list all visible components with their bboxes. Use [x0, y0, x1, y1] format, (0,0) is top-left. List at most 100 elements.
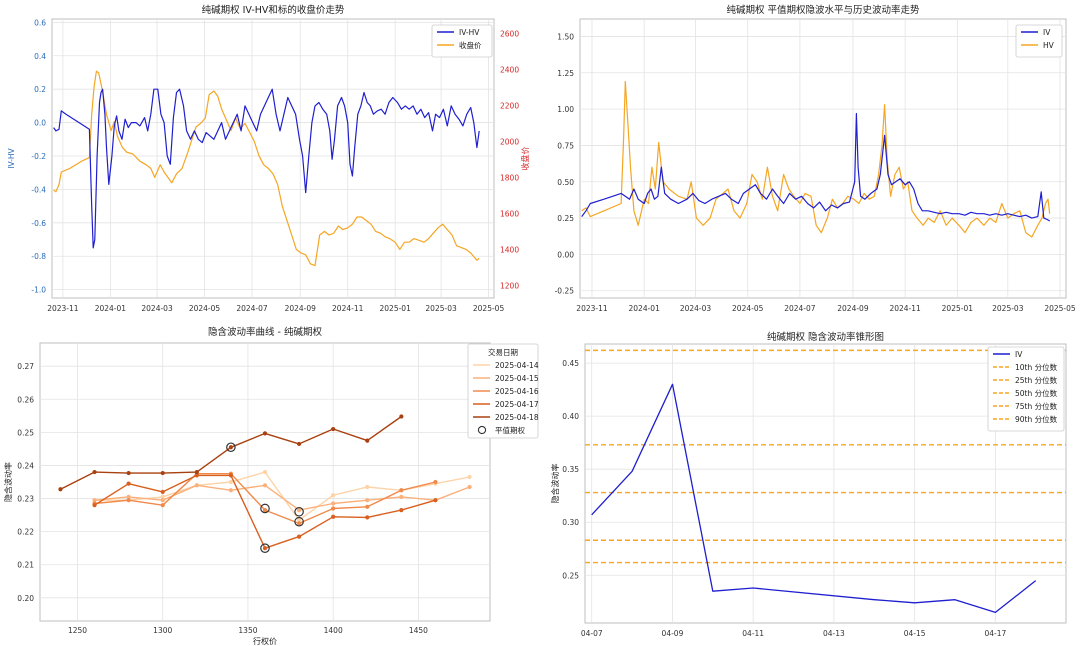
y2-axis-label: 收盘价 [520, 147, 530, 171]
x-tick-label: 2025-03 [425, 304, 457, 313]
y-tick-label: 0.40 [562, 412, 579, 421]
iv-point [365, 515, 370, 520]
iv-point [331, 514, 336, 519]
legend-label: 平值期权 [495, 425, 525, 435]
y-tick-label: 0.21 [17, 561, 34, 570]
y2-tick-label: 1400 [500, 245, 519, 254]
chart-title: 纯碱期权 隐含波动率锥形图 [767, 331, 884, 343]
legend-label: 75th 分位数 [1015, 401, 1058, 411]
atm-marker [294, 506, 304, 517]
y-tick-label: 0.22 [17, 528, 34, 537]
iv-point [160, 489, 165, 495]
iv-point [399, 488, 404, 493]
x-tick-label: 2024-01 [629, 304, 661, 313]
x-tick-label: 2024-03 [680, 304, 712, 313]
y-tick-label: 0.26 [17, 395, 34, 404]
legend-label: IV [1043, 28, 1051, 37]
x-tick-label: 04-13 [823, 629, 845, 638]
atm-marker [260, 543, 270, 553]
iv-point [365, 484, 370, 490]
chart-title: 隐含波动率曲线 - 纯碱期权 [208, 326, 322, 338]
legend-label: 2025-04-14 [495, 361, 539, 370]
iv-point [194, 469, 199, 475]
y-axis-label: IV-HV [7, 147, 16, 168]
x-tick-label: 1250 [68, 626, 87, 635]
iv-curve-line [94, 484, 470, 511]
y-tick-label: 0.4 [34, 52, 46, 61]
y-tick-label: 0.75 [557, 141, 574, 150]
iv-point [92, 469, 97, 475]
iv-point [467, 484, 472, 490]
y-tick-label: 0.00 [557, 250, 574, 259]
y-tick-label: -1.0 [31, 286, 46, 295]
iv-point [365, 438, 370, 443]
y2-tick-label: 2200 [500, 101, 519, 110]
iv-point [433, 479, 438, 485]
iv-point [194, 483, 199, 488]
x-tick-label: 1400 [324, 626, 343, 635]
x-tick-label: 2024-09 [837, 304, 869, 313]
y-tick-label: 0.25 [562, 571, 579, 580]
legend-label: 25th 分位数 [1015, 375, 1058, 385]
plot-area [39, 342, 491, 622]
iv-line [581, 112, 1051, 222]
y2-tick-label: 2600 [500, 29, 519, 38]
legend-label: 2025-04-15 [495, 374, 539, 383]
x-tick-label: 2025-05 [473, 304, 505, 313]
y-tick-label: 0.23 [17, 495, 34, 504]
plot-area [584, 343, 1067, 624]
x-tick-label: 2025-05 [1044, 304, 1076, 313]
legend-label: 2025-04-17 [495, 400, 539, 409]
legend-label: IV-HV [459, 28, 480, 37]
y-tick-label: 0.45 [562, 359, 579, 368]
hv-line [581, 80, 1051, 238]
x-tick-label: 04-11 [742, 629, 764, 638]
iv-point [296, 517, 302, 523]
iv-point [262, 469, 268, 475]
y2-tick-label: 2000 [500, 137, 519, 146]
y-tick-label: -0.2 [31, 152, 46, 161]
y-tick-label: 0.50 [557, 178, 574, 187]
iv-point [296, 521, 302, 526]
atm-marker [226, 442, 236, 453]
legend-label: HV [1043, 41, 1055, 50]
legend-label: IV [1015, 350, 1023, 359]
legend-title: 交易日期 [488, 347, 518, 357]
legend-label: 90th 分位数 [1015, 414, 1058, 424]
y-axis-label: 隐含波动率 [3, 462, 13, 502]
y-tick-label: 1.00 [557, 105, 574, 114]
y-tick-label: 0.20 [17, 594, 34, 603]
x-tick-label: 2023-11 [576, 304, 608, 313]
legend-label: 2025-04-18 [495, 413, 539, 422]
legend-box [467, 343, 539, 439]
atm-iv-hv-chart: 纯碱期权 平值期权隐波水平与历史波动率走势 2023-11 2024-01 2024-… [555, 4, 1076, 313]
iv-point [296, 534, 302, 539]
chart-title: 纯碱期权 IV-HV和标的收盘价走势 [202, 4, 345, 16]
x-tick-label: 2024-05 [189, 304, 221, 313]
iv-point [365, 504, 370, 509]
y2-tick-label: 2400 [500, 65, 519, 74]
iv-point [194, 473, 199, 478]
iv-point [331, 506, 336, 511]
y-tick-label: 0.6 [34, 18, 46, 27]
y-tick-label: 0.25 [557, 214, 574, 223]
y-tick-label: 0.25 [17, 428, 34, 437]
x-tick-label: 04-09 [662, 629, 684, 638]
y-tick-label: 0.30 [562, 518, 579, 527]
iv-hv-line [53, 88, 480, 249]
plot-area [51, 18, 495, 299]
x-tick-label: 2024-01 [95, 304, 127, 313]
iv-point [58, 487, 63, 492]
iv-point [160, 494, 165, 499]
x-tick-label: 2025-01 [942, 304, 974, 313]
x-tick-label: 1350 [238, 626, 257, 635]
legend-marker [477, 425, 487, 435]
iv-point [331, 426, 336, 432]
y-tick-label: 0.27 [17, 362, 34, 371]
y-tick-label: -0.4 [31, 185, 46, 194]
iv-point [331, 501, 336, 506]
y-tick-label: -0.25 [555, 287, 575, 296]
iv-hv-close-chart: 纯碱期权 IV-HV和标的收盘价走势 2023-11 2024-01 2024-03 2… [7, 4, 530, 313]
y-tick-label: 0.24 [17, 461, 34, 470]
atm-marker [294, 516, 304, 527]
